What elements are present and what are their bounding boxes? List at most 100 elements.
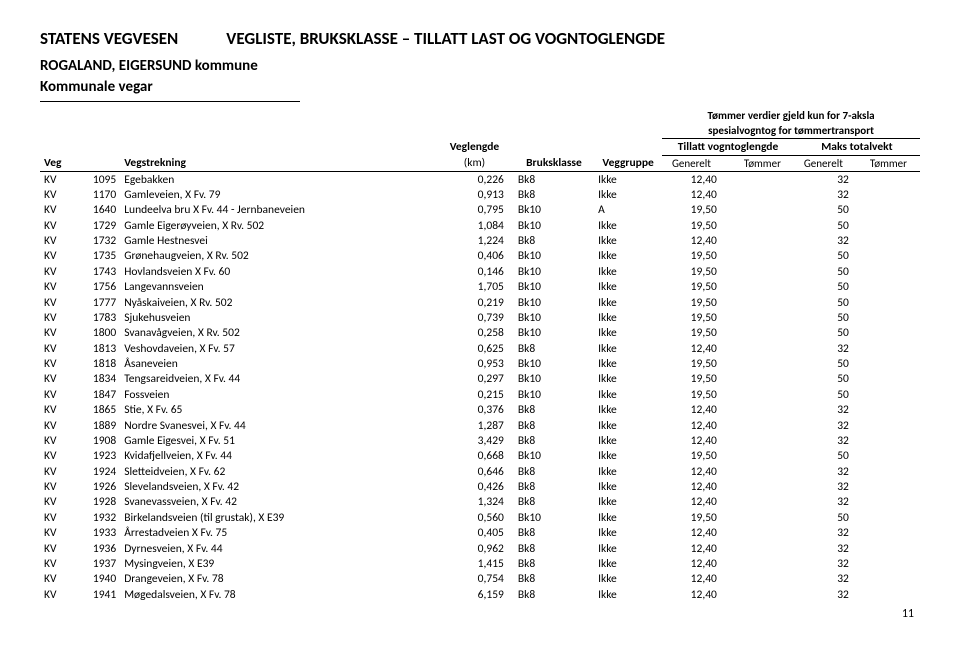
cell-tommer-2 — [857, 449, 920, 464]
cell-generelt-2: 32 — [794, 418, 857, 433]
col-veglengde-unit: (km) — [441, 155, 514, 172]
cell-bruksklasse: Bk8 — [514, 418, 594, 433]
table-row: KV1818Åsaneveien0,953Bk10Ikke19,5050 — [40, 357, 920, 372]
cell-veg-num: 1937 — [72, 556, 120, 571]
cell-bruksklasse: Bk8 — [514, 433, 594, 448]
cell-tommer-2 — [857, 510, 920, 525]
col-generelt-2: Generelt — [794, 155, 857, 172]
cell-tommer-2 — [857, 480, 920, 495]
cell-generelt-1: 19,50 — [662, 357, 731, 372]
cell-tommer-2 — [857, 357, 920, 372]
cell-veggruppe: Ikke — [594, 234, 662, 249]
cell-tommer-1 — [731, 372, 794, 387]
cell-tommer-2 — [857, 541, 920, 556]
cell-generelt-2: 32 — [794, 187, 857, 202]
cell-veggruppe: Ikke — [594, 510, 662, 525]
cell-length: 1,287 — [441, 418, 514, 433]
cell-veg-prefix: KV — [40, 510, 72, 525]
cell-bruksklasse: Bk10 — [514, 295, 594, 310]
cell-veggruppe: Ikke — [594, 172, 662, 188]
table-row: KV1743Hovlandsveien X Fv. 600,146Bk10Ikk… — [40, 264, 920, 279]
cell-veg-num: 1941 — [72, 587, 120, 602]
cell-generelt-2: 32 — [794, 495, 857, 510]
cell-strekning: Nyåskaiveien, X Rv. 502 — [120, 295, 441, 310]
cell-generelt-1: 19,50 — [662, 203, 731, 218]
table-row: KV1940Drangeveien, X Fv. 780,754Bk8Ikke1… — [40, 572, 920, 587]
cell-generelt-1: 19,50 — [662, 264, 731, 279]
table-row: KV1908Gamle Eigesvei, X Fv. 513,429Bk8Ik… — [40, 433, 920, 448]
cell-tommer-1 — [731, 264, 794, 279]
cell-veg-prefix: KV — [40, 480, 72, 495]
page-number: 11 — [40, 607, 920, 621]
cell-generelt-1: 19,50 — [662, 280, 731, 295]
col-veglengde: Veglengde — [441, 138, 514, 155]
table-row: KV1865Stie, X Fv. 650,376Bk8Ikke12,4032 — [40, 403, 920, 418]
cell-strekning: Stie, X Fv. 65 — [120, 403, 441, 418]
cell-generelt-1: 12,40 — [662, 403, 731, 418]
table-row: KV1800Svanavågveien, X Rv. 5020,258Bk10I… — [40, 326, 920, 341]
cell-generelt-2: 50 — [794, 310, 857, 325]
cell-veg-prefix: KV — [40, 418, 72, 433]
cell-bruksklasse: Bk10 — [514, 387, 594, 402]
col-veggruppe: Veggruppe — [594, 138, 662, 172]
cell-tommer-1 — [731, 357, 794, 372]
cell-veg-num: 1834 — [72, 372, 120, 387]
cell-tommer-2 — [857, 556, 920, 571]
cell-bruksklasse: Bk10 — [514, 357, 594, 372]
cell-strekning: Langevannsveien — [120, 280, 441, 295]
cell-length: 0,668 — [441, 449, 514, 464]
cell-veggruppe: Ikke — [594, 403, 662, 418]
cell-generelt-1: 12,40 — [662, 556, 731, 571]
cell-tommer-2 — [857, 526, 920, 541]
cell-veg-num: 1800 — [72, 326, 120, 341]
cell-strekning: Åsaneveien — [120, 357, 441, 372]
cell-tommer-2 — [857, 203, 920, 218]
cell-tommer-2 — [857, 172, 920, 188]
cell-strekning: Sjukehusveien — [120, 310, 441, 325]
cell-bruksklasse: Bk8 — [514, 541, 594, 556]
col-tillatt: Tillatt vogntoglengde — [662, 138, 794, 155]
cell-tommer-2 — [857, 387, 920, 402]
cell-generelt-2: 50 — [794, 387, 857, 402]
cell-veg-num: 1735 — [72, 249, 120, 264]
cell-bruksklasse: Bk10 — [514, 310, 594, 325]
cell-bruksklasse: Bk10 — [514, 264, 594, 279]
cell-veg-prefix: KV — [40, 495, 72, 510]
col-veg: Veg — [40, 138, 72, 172]
cell-bruksklasse: Bk8 — [514, 480, 594, 495]
cell-veg-num: 1743 — [72, 264, 120, 279]
cell-strekning: Nordre Svanesvei, X Fv. 44 — [120, 418, 441, 433]
col-tommer-2: Tømmer — [857, 155, 920, 172]
doc-title: VEGLISTE, BRUKSKLASSE – TILLATT LAST OG … — [226, 28, 665, 49]
table-row: KV1640Lundeelva bru X Fv. 44 - Jernbanev… — [40, 203, 920, 218]
cell-generelt-2: 50 — [794, 249, 857, 264]
cell-length: 1,324 — [441, 495, 514, 510]
cell-veg-prefix: KV — [40, 172, 72, 188]
cell-strekning: Egebakken — [120, 172, 441, 188]
table-body: KV1095Egebakken0,226Bk8Ikke12,4032KV1170… — [40, 172, 920, 603]
cell-veggruppe: Ikke — [594, 418, 662, 433]
cell-strekning: Sletteidveien, X Fv. 62 — [120, 464, 441, 479]
cell-tommer-2 — [857, 280, 920, 295]
cell-strekning: Lundeelva bru X Fv. 44 - Jernbaneveien — [120, 203, 441, 218]
cell-length: 1,224 — [441, 234, 514, 249]
cell-veggruppe: Ikke — [594, 464, 662, 479]
cell-tommer-2 — [857, 433, 920, 448]
cell-veg-num: 1936 — [72, 541, 120, 556]
cell-generelt-2: 50 — [794, 203, 857, 218]
cell-length: 0,426 — [441, 480, 514, 495]
cell-generelt-2: 32 — [794, 433, 857, 448]
table-row: KV1941Møgedalsveien, X Fv. 786,159Bk8Ikk… — [40, 587, 920, 602]
cell-bruksklasse: Bk8 — [514, 234, 594, 249]
cell-generelt-1: 19,50 — [662, 449, 731, 464]
table-row: KV1937Mysingveien, X E391,415Bk8Ikke12,4… — [40, 556, 920, 571]
cell-generelt-1: 12,40 — [662, 187, 731, 202]
cell-tommer-2 — [857, 572, 920, 587]
cell-generelt-1: 12,40 — [662, 587, 731, 602]
cell-veggruppe: Ikke — [594, 326, 662, 341]
cell-bruksklasse: Bk10 — [514, 280, 594, 295]
cell-generelt-2: 50 — [794, 280, 857, 295]
cell-veg-num: 1170 — [72, 187, 120, 202]
table-row: KV1170Gamleveien, X Fv. 790,913Bk8Ikke12… — [40, 187, 920, 202]
cell-veg-prefix: KV — [40, 218, 72, 233]
